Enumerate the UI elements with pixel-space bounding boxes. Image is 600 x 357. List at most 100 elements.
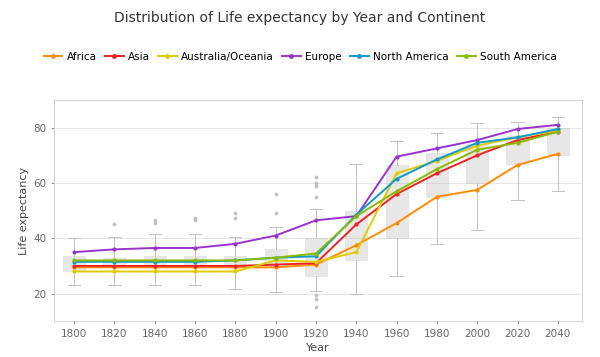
South America <box>71 258 78 263</box>
Australia/Oceania <box>313 260 320 264</box>
Bar <box>466 144 488 183</box>
Line: Europe: Europe <box>72 123 560 254</box>
North America <box>514 135 521 140</box>
Bar <box>103 258 125 267</box>
Europe <box>433 146 440 151</box>
Australia/Oceania <box>554 128 562 132</box>
Africa <box>272 265 279 270</box>
Europe <box>514 127 521 131</box>
Australia/Oceania <box>353 250 360 254</box>
South America <box>473 148 481 152</box>
X-axis label: Year: Year <box>306 343 330 353</box>
Asia <box>151 264 158 268</box>
Africa <box>151 265 158 270</box>
Australia/Oceania <box>473 144 481 148</box>
Australia/Oceania <box>232 269 239 273</box>
Line: Australia/Oceania: Australia/Oceania <box>72 128 560 273</box>
North America <box>473 141 481 145</box>
North America <box>393 177 400 181</box>
Europe <box>71 250 78 254</box>
Asia <box>514 138 521 142</box>
Asia <box>473 153 481 157</box>
North America <box>191 260 199 264</box>
Asia <box>232 264 239 268</box>
South America <box>111 258 118 263</box>
South America <box>353 214 360 218</box>
Bar <box>305 238 327 276</box>
Bar <box>143 256 166 267</box>
Asia <box>393 192 400 196</box>
Australia/Oceania <box>433 159 440 163</box>
Europe <box>232 242 239 246</box>
South America <box>514 141 521 145</box>
Asia <box>111 264 118 268</box>
Text: Distribution of Life expectancy by Year and Continent: Distribution of Life expectancy by Year … <box>115 11 485 25</box>
South America <box>393 189 400 193</box>
North America <box>272 256 279 260</box>
Bar <box>547 128 569 155</box>
Asia <box>191 264 199 268</box>
Europe <box>554 123 562 127</box>
Australia/Oceania <box>111 269 118 273</box>
Europe <box>151 246 158 250</box>
Australia/Oceania <box>393 171 400 175</box>
Line: North America: North America <box>72 127 560 264</box>
Africa <box>111 265 118 270</box>
Australia/Oceania <box>71 269 78 273</box>
North America <box>433 157 440 162</box>
Africa <box>433 195 440 199</box>
Africa <box>353 243 360 247</box>
Bar <box>224 256 247 267</box>
Bar <box>184 256 206 267</box>
North America <box>554 127 562 131</box>
Africa <box>473 188 481 192</box>
Line: Asia: Asia <box>72 130 560 268</box>
Bar <box>63 256 85 271</box>
Line: South America: South America <box>72 130 560 262</box>
Europe <box>353 214 360 218</box>
Bar <box>386 165 407 238</box>
South America <box>191 258 199 263</box>
Africa <box>554 152 562 156</box>
Europe <box>393 155 400 159</box>
Asia <box>71 264 78 268</box>
Asia <box>554 130 562 134</box>
North America <box>151 260 158 264</box>
North America <box>353 213 360 217</box>
Bar <box>426 152 448 197</box>
Y-axis label: Life expectancy: Life expectancy <box>19 167 29 255</box>
Europe <box>111 247 118 251</box>
South America <box>313 251 320 256</box>
Bar <box>345 211 367 261</box>
South America <box>433 167 440 171</box>
Asia <box>272 262 279 267</box>
Africa <box>71 265 78 270</box>
North America <box>313 254 320 258</box>
Europe <box>313 218 320 222</box>
Line: Africa: Africa <box>72 152 560 270</box>
Africa <box>313 262 320 267</box>
Australia/Oceania <box>514 135 521 140</box>
Africa <box>232 265 239 270</box>
Asia <box>353 222 360 227</box>
South America <box>232 258 239 263</box>
Asia <box>313 261 320 265</box>
North America <box>71 260 78 264</box>
North America <box>232 258 239 263</box>
Bar <box>506 136 529 164</box>
Europe <box>272 233 279 238</box>
Australia/Oceania <box>151 269 158 273</box>
Africa <box>393 221 400 225</box>
South America <box>151 258 158 263</box>
North America <box>111 260 118 264</box>
Europe <box>191 246 199 250</box>
South America <box>554 130 562 134</box>
Asia <box>433 171 440 175</box>
Legend: Africa, Asia, Australia/Oceania, Europe, North America, South America: Africa, Asia, Australia/Oceania, Europe,… <box>44 52 556 62</box>
South America <box>272 256 279 260</box>
Europe <box>473 138 481 142</box>
Australia/Oceania <box>272 258 279 263</box>
Bar <box>265 249 287 266</box>
Africa <box>191 265 199 270</box>
Australia/Oceania <box>191 269 199 273</box>
